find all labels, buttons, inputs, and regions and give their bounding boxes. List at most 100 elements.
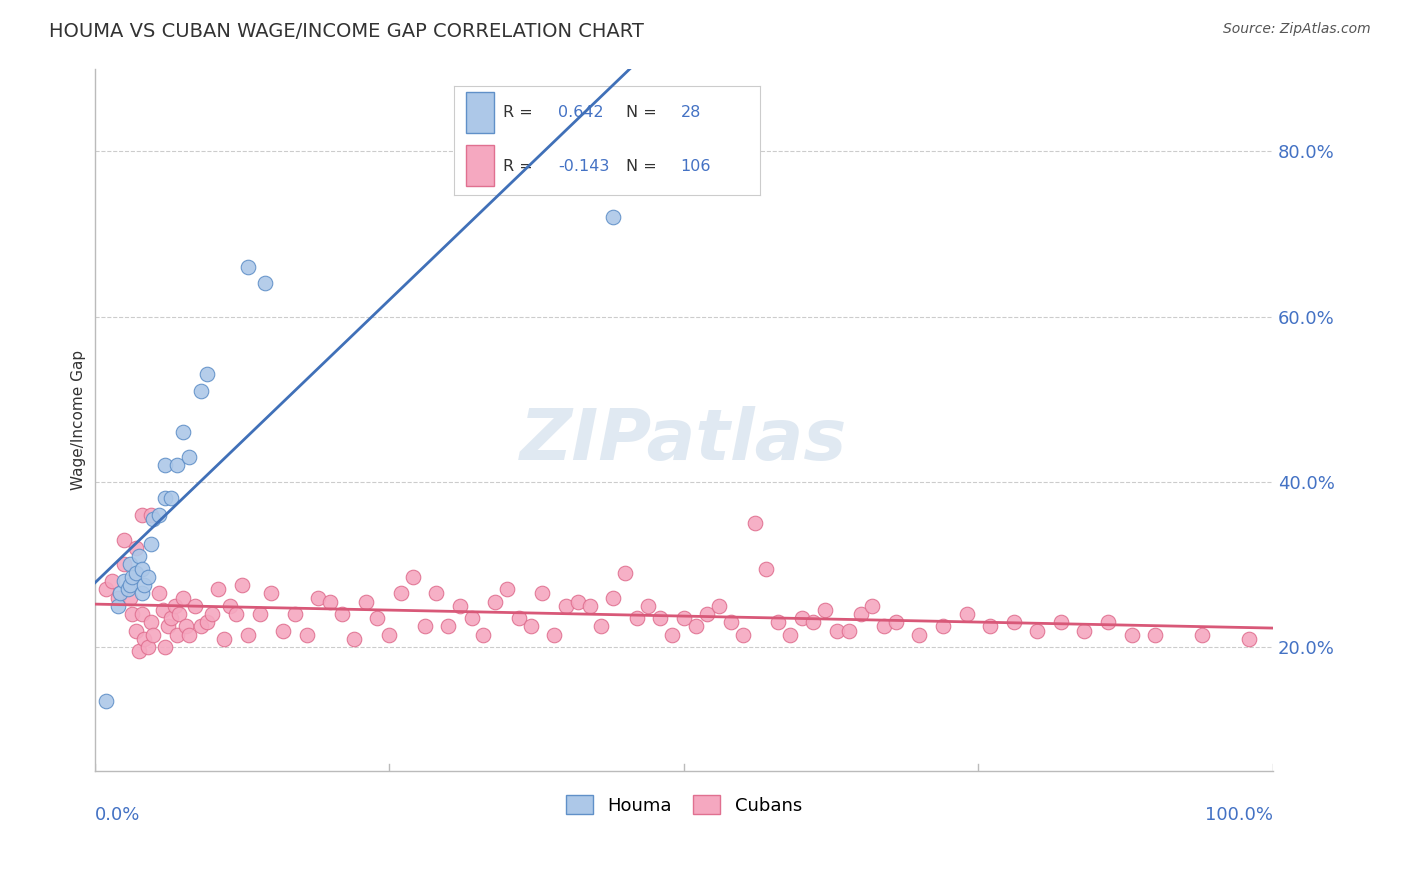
Point — [184, 599, 207, 613]
Point — [155, 640, 177, 655]
Point — [1121, 628, 1143, 642]
Point — [190, 619, 212, 633]
Point — [131, 586, 153, 600]
Point — [555, 599, 578, 613]
Point — [472, 628, 495, 642]
Point — [413, 619, 436, 633]
Point — [378, 628, 401, 642]
Point — [107, 599, 129, 613]
Point — [578, 599, 600, 613]
Point — [225, 607, 247, 621]
Point — [814, 603, 837, 617]
Point — [567, 595, 589, 609]
Point — [1239, 632, 1261, 646]
Point — [860, 599, 883, 613]
Point — [152, 603, 174, 617]
Point — [155, 458, 177, 473]
Point — [195, 615, 218, 630]
Point — [155, 491, 177, 506]
Point — [1073, 624, 1095, 638]
Point — [212, 632, 235, 646]
Point — [744, 516, 766, 530]
Point — [207, 582, 229, 597]
Point — [1002, 615, 1025, 630]
Text: 0.0%: 0.0% — [94, 806, 141, 824]
Point — [873, 619, 896, 633]
Point — [118, 591, 141, 605]
Point — [496, 582, 519, 597]
Text: Source: ZipAtlas.com: Source: ZipAtlas.com — [1223, 22, 1371, 37]
Point — [148, 508, 170, 522]
Point — [236, 260, 259, 274]
Point — [156, 619, 179, 633]
Point — [755, 561, 778, 575]
Point — [284, 607, 307, 621]
Point — [602, 211, 624, 225]
Point — [118, 558, 141, 572]
Point — [707, 599, 730, 613]
Point — [249, 607, 271, 621]
Point — [308, 591, 330, 605]
Point — [136, 640, 159, 655]
Point — [128, 644, 150, 658]
Point — [932, 619, 955, 633]
Point — [295, 628, 318, 642]
Point — [271, 624, 294, 638]
Point — [672, 611, 695, 625]
Point — [166, 458, 188, 473]
Point — [131, 508, 153, 522]
Point — [163, 599, 186, 613]
Point — [112, 533, 135, 547]
Point — [979, 619, 1001, 633]
Point — [260, 586, 283, 600]
Y-axis label: Wage/Income Gap: Wage/Income Gap — [72, 350, 86, 490]
Point — [849, 607, 872, 621]
Point — [172, 425, 194, 440]
Point — [118, 578, 141, 592]
Point — [121, 570, 143, 584]
Point — [125, 624, 148, 638]
Point — [591, 619, 613, 633]
Point — [519, 619, 541, 633]
Point — [139, 537, 162, 551]
Point — [236, 628, 259, 642]
Point — [110, 586, 132, 600]
Point — [1050, 615, 1073, 630]
Point — [219, 599, 242, 613]
Point — [330, 607, 353, 621]
Point — [661, 628, 683, 642]
Point — [1144, 628, 1167, 642]
Point — [484, 595, 506, 609]
Point — [602, 591, 624, 605]
Point — [343, 632, 366, 646]
Point — [254, 277, 277, 291]
Point — [139, 615, 162, 630]
Point — [1097, 615, 1119, 630]
Point — [731, 628, 754, 642]
Point — [96, 694, 118, 708]
Point — [803, 615, 825, 630]
Point — [101, 574, 124, 588]
Text: HOUMA VS CUBAN WAGE/INCOME GAP CORRELATION CHART: HOUMA VS CUBAN WAGE/INCOME GAP CORRELATI… — [49, 22, 644, 41]
Point — [132, 632, 155, 646]
Point — [177, 628, 200, 642]
Point — [613, 566, 636, 580]
Point — [720, 615, 742, 630]
Point — [107, 591, 129, 605]
Point — [884, 615, 907, 630]
Point — [956, 607, 979, 621]
Point — [508, 611, 530, 625]
Point — [1026, 624, 1049, 638]
Point — [131, 561, 153, 575]
Point — [366, 611, 388, 625]
Point — [176, 619, 198, 633]
Point — [231, 578, 253, 592]
Point — [425, 586, 447, 600]
Point — [402, 570, 425, 584]
Point — [637, 599, 659, 613]
Text: ZIPatlas: ZIPatlas — [520, 407, 848, 475]
Point — [543, 628, 565, 642]
Point — [650, 611, 672, 625]
Point — [125, 541, 148, 555]
Point — [112, 558, 135, 572]
